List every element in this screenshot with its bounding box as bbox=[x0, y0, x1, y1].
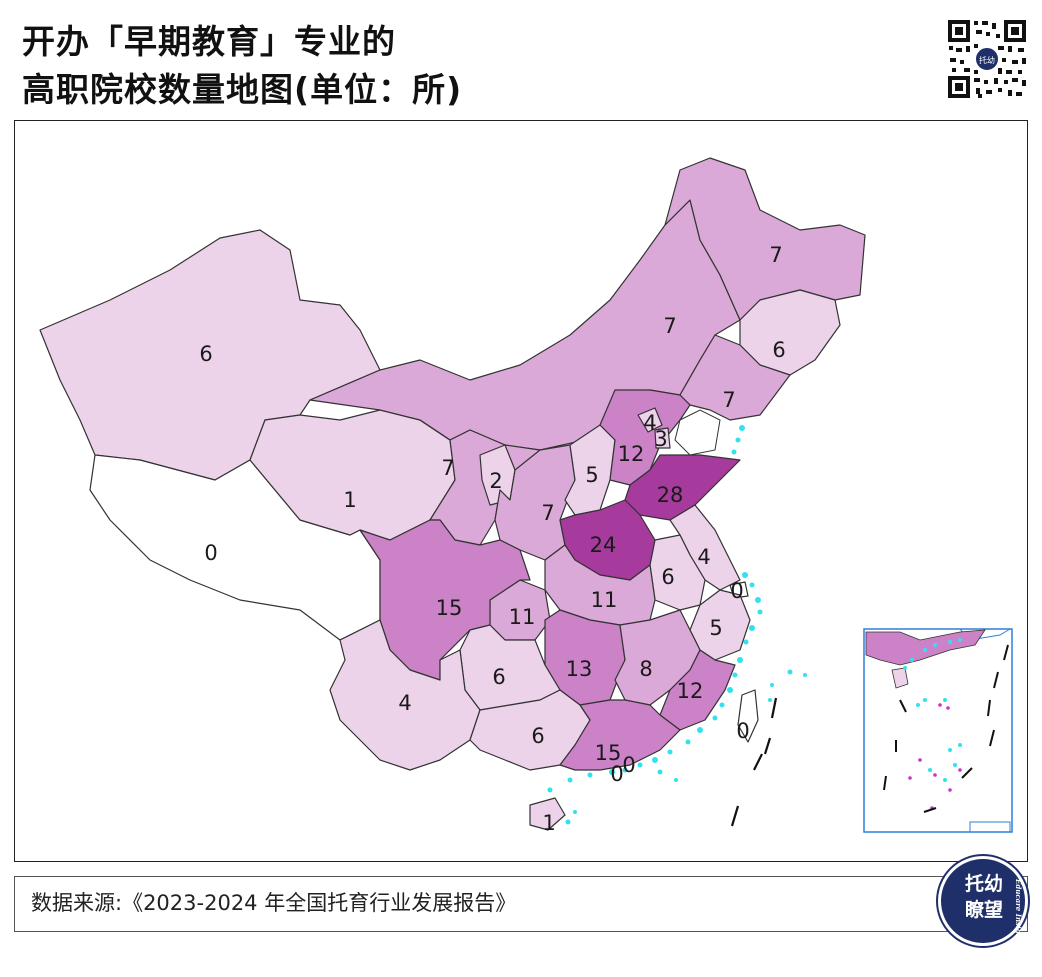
label-qinghai: 1 bbox=[343, 488, 356, 512]
region-yunnan bbox=[329, 619, 481, 771]
label-taiwan: 0 bbox=[736, 719, 749, 743]
title-line-2: 高职院校数量地图(单位：所) bbox=[22, 70, 463, 109]
label-fujian: 12 bbox=[677, 679, 704, 703]
region-hebei bbox=[599, 389, 691, 486]
svg-text:托幼: 托幼 bbox=[979, 55, 995, 65]
label-hongkong: 0 bbox=[622, 753, 635, 777]
label-inner-mongolia: 7 bbox=[663, 314, 676, 338]
label-tibet: 0 bbox=[204, 541, 217, 565]
label-guizhou: 6 bbox=[492, 665, 505, 689]
label-ningxia: 2 bbox=[489, 469, 502, 493]
label-tianjin: 3 bbox=[654, 427, 667, 451]
label-zhejiang: 5 bbox=[709, 616, 722, 640]
label-heilongjiang: 7 bbox=[769, 243, 782, 267]
label-jilin: 6 bbox=[772, 338, 785, 362]
region-taiwan bbox=[737, 689, 759, 743]
coastal-islands bbox=[547, 425, 807, 825]
label-anhui: 6 bbox=[661, 565, 674, 589]
label-shanxi: 5 bbox=[585, 463, 598, 487]
data-source: 数据来源:《2023-2024 年全国托育行业发展报告》 bbox=[14, 876, 1028, 932]
region-heilongjiang bbox=[664, 157, 866, 321]
label-yunnan: 4 bbox=[398, 691, 411, 715]
dash-lines bbox=[730, 697, 778, 827]
badge-line-2: 瞭望 bbox=[964, 899, 1003, 921]
region-guangdong bbox=[559, 699, 681, 771]
brand-logo-icon: 托幼 瞭望 Educare Insight bbox=[938, 856, 1028, 946]
label-shanghai: 0 bbox=[730, 579, 743, 603]
label-sichuan: 15 bbox=[436, 596, 463, 620]
qr-code-icon[interactable]: 托幼 bbox=[946, 18, 1028, 100]
label-macau: 0 bbox=[610, 762, 623, 786]
label-hebei: 12 bbox=[618, 442, 645, 466]
bohai-sea bbox=[674, 409, 721, 456]
badge-side-text: Educare Insight bbox=[1014, 879, 1023, 942]
label-xinjiang: 6 bbox=[199, 342, 212, 366]
label-jiangxi: 8 bbox=[639, 657, 652, 681]
region-tianjin bbox=[654, 427, 671, 449]
label-hubei: 11 bbox=[591, 588, 618, 612]
label-jiangsu: 4 bbox=[697, 545, 710, 569]
region-hainan bbox=[529, 797, 566, 831]
region-fujian bbox=[659, 649, 736, 731]
label-guangxi: 6 bbox=[531, 724, 544, 748]
label-shandong: 28 bbox=[657, 483, 684, 507]
map-frame bbox=[14, 120, 1028, 862]
title-line-1: 开办「早期教育」专业的 bbox=[22, 22, 396, 61]
label-hainan: 1 bbox=[542, 811, 555, 835]
region-beijing bbox=[637, 407, 663, 433]
label-chongqing: 11 bbox=[509, 605, 536, 629]
label-shaanxi: 7 bbox=[541, 501, 554, 525]
label-liaoning: 7 bbox=[722, 388, 735, 412]
map-title: 开办「早期教育」专业的 高职院校数量地图(单位：所) bbox=[22, 18, 882, 114]
south-sea-inset bbox=[863, 628, 1013, 833]
badge-line-1: 托幼 bbox=[964, 873, 1003, 895]
label-beijing: 4 bbox=[643, 411, 656, 435]
label-hunan: 13 bbox=[566, 657, 593, 681]
label-gansu: 7 bbox=[441, 456, 454, 480]
label-guangdong: 15 bbox=[595, 741, 622, 765]
label-henan: 24 bbox=[590, 533, 617, 557]
